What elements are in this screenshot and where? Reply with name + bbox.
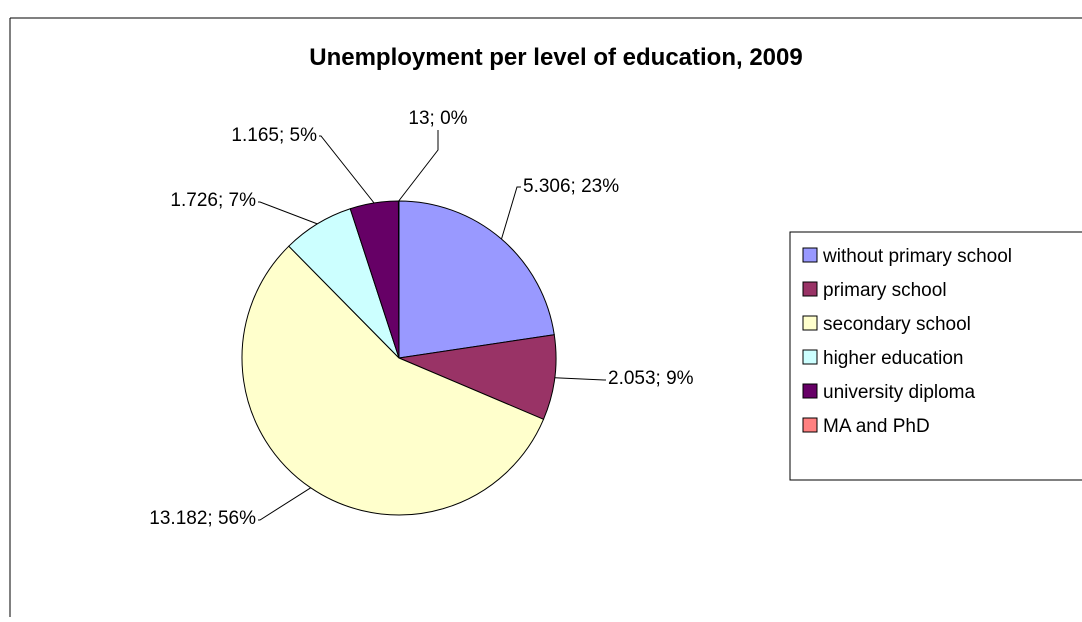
leader-lines: [258, 130, 606, 521]
leader-line-ma-and-phd: [398, 130, 439, 202]
legend-label-university-diploma: university diploma: [823, 382, 975, 403]
legend-label-higher-education: higher education: [823, 348, 964, 369]
legend-swatch-higher-education: [802, 349, 818, 365]
data-label-ma-and-phd: 13; 0%: [408, 108, 467, 129]
legend: without primary school primary school seco…: [789, 231, 1082, 481]
pie-slices: [241, 200, 557, 516]
legend-box: [789, 231, 1082, 481]
data-label-primary-school: 2.053; 9%: [608, 368, 694, 389]
leader-line-secondary-school: [258, 487, 311, 521]
data-labels: 5.306; 23% 2.053; 9% 13.182; 56% 1.726; 7% 1…: [149, 108, 693, 529]
data-label-secondary-school: 13.182; 56%: [149, 508, 256, 529]
leader-line-without-primary-school: [501, 186, 521, 240]
legend-swatch-without-primary-school: [802, 247, 818, 263]
pie-slice-without-primary-school: [398, 200, 555, 359]
legend-label-primary-school: primary school: [823, 280, 947, 301]
data-label-higher-education: 1.726; 7%: [170, 190, 256, 211]
data-label-university-diploma: 1.165; 5%: [231, 125, 317, 146]
legend-label-ma-and-phd: MA and PhD: [823, 416, 930, 437]
legend-label-without-primary-school: without primary school: [822, 246, 1012, 267]
leader-line-primary-school: [554, 377, 606, 381]
chart-title: Unemployment per level of education, 200…: [309, 44, 802, 71]
legend-swatch-ma-and-phd: [802, 417, 818, 433]
legend-label-secondary-school: secondary school: [823, 314, 971, 335]
legend-swatch-university-diploma: [802, 383, 818, 399]
pie-slice-primary-school: [397, 334, 557, 420]
legend-swatch-primary-school: [802, 281, 818, 297]
leader-line-higher-education: [258, 201, 318, 225]
data-label-without-primary-school: 5.306; 23%: [523, 176, 619, 197]
legend-swatch-secondary-school: [802, 315, 818, 331]
leader-line-university-diploma: [319, 135, 375, 204]
pie-slice-ma-and-phd: [397, 200, 400, 359]
pie-slice-secondary-school: [241, 245, 545, 516]
